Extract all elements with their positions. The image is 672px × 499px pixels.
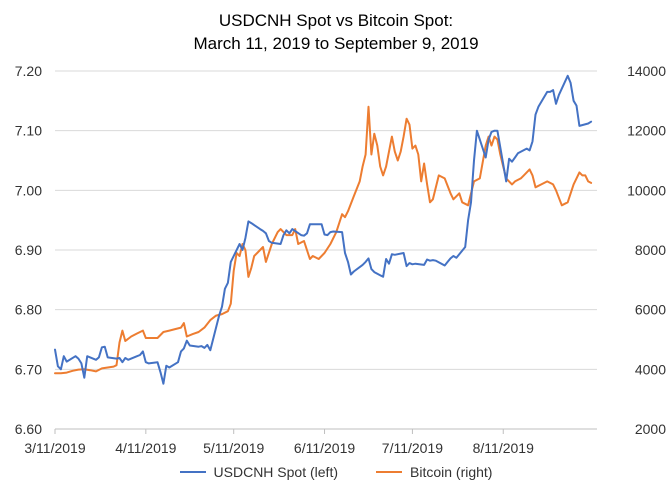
left-axis-tick-label: 7.10 bbox=[15, 123, 42, 139]
series-lines bbox=[54, 74, 593, 385]
legend-label-bitcoin: Bitcoin (right) bbox=[410, 464, 493, 480]
right-axis-tick-labels: 2000 4000 6000 8000 10000 12000 14000 bbox=[627, 63, 666, 437]
right-axis-tick-label: 10000 bbox=[627, 182, 666, 198]
gridlines bbox=[55, 70, 597, 370]
legend-swatch-usdcnh bbox=[179, 471, 206, 473]
legend-item-bitcoin: Bitcoin (right) bbox=[376, 464, 492, 480]
left-axis-tick-label: 6.60 bbox=[15, 421, 42, 437]
right-axis-tick-label: 8000 bbox=[635, 242, 666, 258]
left-axis-tick-label: 7.00 bbox=[15, 182, 42, 198]
x-axis-tick-label: 8/11/2019 bbox=[473, 440, 534, 456]
x-axis-tick-labels: 3/11/2019 4/11/2019 5/11/2019 6/11/2019 7/11… bbox=[24, 429, 534, 456]
series-line-usdcnh bbox=[54, 74, 593, 385]
right-axis-tick-label: 4000 bbox=[635, 361, 666, 377]
left-axis-tick-label: 6.80 bbox=[15, 302, 42, 318]
chart-title-line-2: March 11, 2019 to September 9, 2019 bbox=[193, 34, 479, 53]
left-axis-tick-label: 6.90 bbox=[15, 242, 42, 258]
x-axis-tick-label: 3/11/2019 bbox=[24, 440, 85, 456]
x-axis-tick-label: 5/11/2019 bbox=[203, 440, 264, 456]
legend-label-usdcnh: USDCNH Spot (left) bbox=[213, 464, 338, 480]
chart-title-line-1: USDCNH Spot vs Bitcoin Spot: bbox=[218, 11, 454, 30]
series-line-bitcoin bbox=[54, 105, 593, 375]
x-axis-tick-label: 7/11/2019 bbox=[382, 440, 443, 456]
right-axis-tick-label: 12000 bbox=[627, 123, 666, 139]
x-axis-tick-label: 4/11/2019 bbox=[115, 440, 176, 456]
legend-item-usdcnh: USDCNH Spot (left) bbox=[179, 464, 338, 480]
left-axis-tick-label: 6.70 bbox=[15, 361, 42, 377]
left-axis-tick-labels: 6.60 6.70 6.80 6.90 7.00 7.10 7.20 bbox=[15, 63, 42, 437]
legend-swatch-bitcoin bbox=[376, 471, 402, 473]
left-axis-tick-label: 7.20 bbox=[15, 63, 42, 79]
right-axis-tick-label: 14000 bbox=[627, 63, 666, 79]
right-axis-tick-label: 2000 bbox=[635, 421, 666, 437]
legend: USDCNH Spot (left) Bitcoin (right) bbox=[0, 464, 672, 480]
right-axis-tick-label: 6000 bbox=[635, 302, 666, 318]
x-axis-tick-label: 6/11/2019 bbox=[294, 440, 355, 456]
